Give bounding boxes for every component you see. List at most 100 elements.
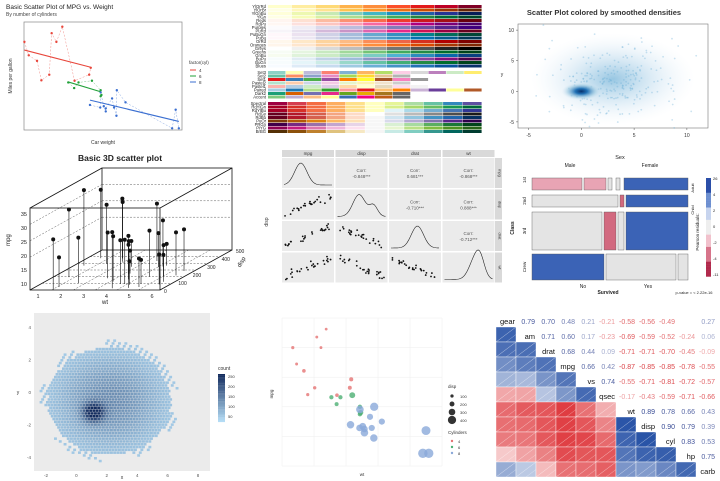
hexbin-cell (87, 373, 91, 376)
palette-swatch (410, 5, 435, 8)
hexbin-cell (55, 401, 59, 404)
chart3-xtick-label: 10 (684, 133, 690, 139)
palette-swatch (392, 88, 411, 92)
palette-swatch (434, 12, 458, 15)
density-point (598, 108, 601, 111)
hexbin-cell (79, 370, 83, 373)
palette-swatch (339, 57, 363, 61)
hexbin-cell (150, 403, 153, 407)
hexbin-cell (140, 403, 144, 407)
density-point (584, 112, 587, 115)
hexbin-cell (137, 437, 141, 440)
chart5-cell (282, 221, 334, 251)
palette-swatch (404, 130, 424, 133)
hexbin-cell (146, 370, 150, 373)
chart5-point (289, 272, 292, 275)
hexbin-cell (98, 443, 102, 446)
chart5-point (311, 232, 314, 235)
chart5-point (422, 269, 425, 272)
density-point (597, 74, 600, 77)
palette-swatch (386, 61, 411, 64)
hexbin-cell (161, 389, 165, 393)
chart7-legend-tick: 250 (228, 374, 235, 379)
hexbin-cell (100, 361, 104, 365)
mosaic-legend-bar (706, 246, 711, 250)
hexbin-cell (57, 398, 61, 401)
chart4-xtick-label: 4 (105, 294, 108, 300)
palette-swatch (268, 57, 292, 61)
hexbin-cell (68, 373, 72, 376)
hexbin-cell (60, 359, 64, 362)
chart5-point (316, 262, 319, 265)
palette-swatch (287, 116, 307, 119)
palette-swatch (410, 64, 435, 68)
chart7-xlabel: x (121, 475, 124, 481)
hexbin-cell (145, 401, 149, 404)
hexbin-cell (105, 409, 109, 412)
chart5-corr-value: -0.868*** (459, 174, 477, 179)
hexbin-cell (79, 426, 83, 429)
chart7-legend-bar (218, 396, 225, 399)
density-point (647, 86, 650, 89)
hexbin-cell (102, 437, 105, 440)
palette-swatch (285, 88, 304, 92)
chart5-point (328, 193, 330, 196)
chart5-point (316, 198, 319, 201)
palette-swatch (434, 36, 458, 40)
density-point (625, 96, 628, 99)
hexbin-cell (164, 401, 168, 404)
chart8-bubble (424, 448, 434, 458)
density-point (625, 65, 628, 68)
hexbin-cell (105, 448, 109, 452)
hexbin-cell (154, 395, 158, 398)
palette-swatch (458, 19, 482, 22)
hexbin-cell (137, 359, 141, 362)
hexbin-cell (74, 440, 78, 443)
hexbin-cell (138, 367, 142, 370)
hexbin-cell (153, 398, 157, 401)
chart7-legend-bar (218, 393, 225, 395)
palette-swatch (339, 19, 363, 22)
chart7-ylabel: y (17, 390, 20, 396)
hexbin-cell (97, 417, 101, 421)
hexbin-cell (130, 431, 134, 435)
palette-swatch (386, 19, 411, 22)
corr-cell-hatch (565, 394, 577, 403)
hexbin-cell (62, 367, 65, 370)
chart5-point (304, 236, 306, 239)
chart4-point (57, 255, 62, 260)
hexbin-cell (150, 437, 153, 440)
hexbin-cell (129, 401, 133, 404)
hexbin-cell (158, 384, 161, 387)
hexbin-cell (121, 387, 125, 390)
density-point (626, 96, 629, 99)
hexbin-cell (118, 437, 121, 440)
density-point (544, 58, 547, 61)
hexbin-cell (132, 356, 136, 359)
hexbin-cell (106, 451, 110, 454)
hexbin-cell (81, 361, 85, 365)
hexbin-cell (58, 440, 62, 443)
hexbin-cell (60, 403, 64, 407)
hexbin-cell (118, 420, 121, 424)
palette-swatch (428, 71, 446, 74)
hexbin-cell (161, 401, 165, 404)
hexbin-cell (73, 409, 77, 412)
hexbin-cell (76, 403, 80, 407)
hexbin-cell (52, 378, 56, 382)
chart5-point (367, 272, 370, 275)
hexbin-cell (82, 364, 86, 368)
hexbin-cell (86, 448, 89, 452)
palette-name-Paired: Paired (254, 87, 267, 92)
hexbin-cell (134, 375, 137, 379)
hexbin-cell (145, 434, 149, 438)
hexbin-cell (151, 367, 155, 370)
hexbin-cell (108, 392, 112, 396)
hexbin-cell (129, 412, 133, 415)
palette-swatch (345, 112, 365, 116)
hexbin-cell (100, 406, 104, 410)
hexbin-cell (134, 387, 137, 390)
corr-value: -0.43 (639, 394, 655, 401)
mosaic-cell (619, 194, 625, 208)
mosaic-legend-bar (706, 232, 711, 235)
